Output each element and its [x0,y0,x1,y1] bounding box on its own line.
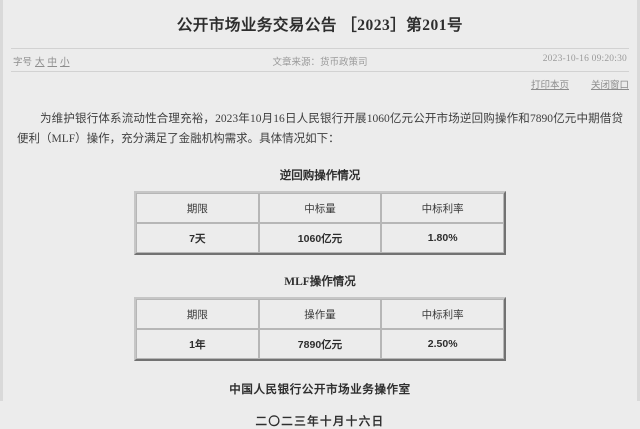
cell-term: 7天 [136,223,259,253]
page-title: 公开市场业务交易公告 ［2023］第201号 [176,17,464,34]
column-header-rate: 中标利率 [381,193,504,223]
meta-bar: 字号大中小 文章来源：货币政策司 2023-10-16 09:20:30 [11,49,629,71]
close-window-link[interactable]: 关闭窗口 [590,81,629,91]
article-source: 文章来源：货币政策司 [272,58,368,68]
font-size-controls: 字号大中小 [13,54,73,68]
table-caption-mlf: MLF操作情况 [284,276,356,288]
publish-timestamp: 2023-10-16 09:20:30 [542,54,627,64]
divider-top [11,48,629,49]
table-header-row: 期限 操作量 中标利率 [136,299,504,329]
column-header-volume: 操作量 [258,299,382,329]
print-page-link[interactable]: 打印本页 [530,81,569,91]
cell-term: 1年 [136,329,259,359]
cell-volume: 7890亿元 [258,329,382,359]
cell-volume: 1060亿元 [258,223,382,253]
font-size-label: 字号 [13,58,33,68]
body-paragraph: 为维护银行体系流动性合理充裕，2023年10月16日人民银行开展1060亿元公开… [17,113,623,145]
table-header-row: 期限 中标量 中标利率 [136,193,504,223]
signature-issuer: 中国人民银行公开市场业务操作室 [229,384,411,396]
column-header-rate: 中标利率 [381,299,504,329]
cell-rate: 2.50% [381,329,504,359]
table-row: 7天 1060亿元 1.80% [136,223,504,253]
signature-date: 二〇二三年十月十六日 [255,416,385,428]
font-size-medium-link[interactable]: 中 [47,58,58,68]
document-content: 为维护银行体系流动性合理充裕，2023年10月16日人民银行开展1060亿元公开… [3,109,637,429]
cell-rate: 1.80% [381,223,504,253]
column-header-term: 期限 [136,299,259,329]
column-header-volume: 中标量 [258,193,382,223]
table-caption-reverse-repo: 逆回购操作情况 [279,170,361,182]
table-row: 1年 7890亿元 2.50% [136,329,504,359]
action-bar: 打印本页 关闭窗口 [11,72,629,93]
divider-meta [11,71,629,72]
reverse-repo-table-wrap: 期限 中标量 中标利率 7天 1060亿元 1.80% [17,191,623,255]
mlf-table-wrap: 期限 操作量 中标利率 1年 7890亿元 2.50% [17,297,623,361]
column-header-term: 期限 [136,193,259,223]
mlf-table: 期限 操作量 中标利率 1年 7890亿元 2.50% [134,297,506,361]
font-size-small-link[interactable]: 小 [60,58,70,68]
font-size-large-link[interactable]: 大 [35,58,45,68]
reverse-repo-table: 期限 中标量 中标利率 7天 1060亿元 1.80% [134,191,506,255]
